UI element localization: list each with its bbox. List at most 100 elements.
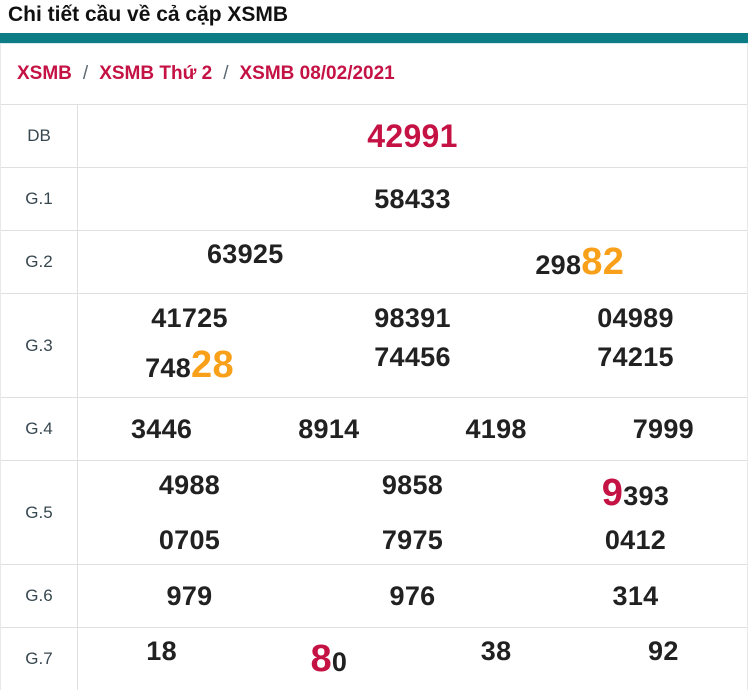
accent-bar (0, 33, 748, 45)
number-segment: 38 (480, 635, 512, 666)
prize-numbers: 42991 (78, 105, 747, 167)
number-segment: 9 (601, 471, 624, 514)
number-segment: 92 (648, 635, 679, 666)
prize-label: G.5 (1, 461, 78, 565)
prize-label: G.2 (1, 231, 78, 294)
prize-line: 42991 (78, 113, 747, 159)
lottery-number: 979 (78, 577, 301, 616)
lottery-number: 92 (580, 632, 747, 687)
number-segment: 58433 (374, 183, 451, 214)
prize-line: 4988 9858 9393 (78, 466, 747, 521)
lottery-number: 9858 (301, 466, 524, 521)
number-segment: 28 (191, 343, 234, 386)
number-segment: 41725 (151, 302, 228, 333)
number-segment: 74215 (597, 341, 674, 372)
prize-numbers: 3446 8914 4198 7999 (78, 398, 747, 460)
number-segment: 0 (331, 646, 348, 677)
lottery-number: 9393 (524, 466, 747, 521)
lottery-number: 976 (301, 577, 524, 616)
lottery-number: 0705 (78, 521, 301, 560)
prize-label: G.3 (1, 294, 78, 398)
lottery-number: 4988 (78, 466, 301, 521)
lottery-number: 04989 (524, 299, 747, 338)
number-segment: 314 (612, 580, 659, 611)
breadcrumb: XSMB / XSMB Thứ 2 / XSMB 08/02/2021 (1, 44, 747, 106)
number-segment: 7999 (632, 413, 694, 444)
lottery-number: 74215 (524, 338, 747, 393)
prize-numbers: 58433 (78, 168, 747, 230)
prize-numbers: 18 80 38 92 (78, 628, 747, 690)
prize-label: G.7 (1, 628, 78, 690)
number-segment: 979 (166, 580, 213, 611)
number-segment: 8914 (298, 413, 360, 444)
number-segment: 98391 (374, 302, 451, 333)
number-segment: 04989 (597, 302, 674, 333)
prize-row: G.2 63925 29882 (1, 231, 747, 295)
lottery-number: 98391 (301, 299, 524, 338)
lottery-number: 7975 (301, 521, 524, 560)
prize-line: 41725 98391 04989 (78, 299, 747, 338)
prize-label: G.1 (1, 168, 78, 231)
lottery-number: 74828 (78, 338, 301, 393)
prize-line: 3446 8914 4198 7999 (78, 410, 747, 449)
prize-numbers: 41725 98391 04989 74828 74456 74215 (78, 294, 747, 397)
number-segment: 393 (623, 480, 670, 511)
lottery-number: 314 (524, 577, 747, 616)
lottery-number: 58433 (78, 180, 747, 219)
page-title: Chi tiết cầu về cả cặp XSMB (8, 3, 289, 26)
prize-row: G.5 4988 9858 9393 0705 7975 0412 (1, 461, 747, 566)
number-segment: 976 (389, 580, 436, 611)
prize-row: G.4 3446 8914 4198 7999 (1, 398, 747, 462)
prize-row: G.6 979 976 314 (1, 565, 747, 629)
number-segment: 748 (145, 352, 192, 383)
prize-label: DB (1, 105, 78, 168)
number-segment: 4198 (465, 413, 527, 444)
breadcrumb-link[interactable]: XSMB Thứ 2 (99, 63, 213, 85)
lottery-number: 29882 (413, 235, 748, 290)
prize-label: G.4 (1, 398, 78, 461)
prize-numbers: 979 976 314 (78, 565, 747, 627)
number-segment: 0412 (604, 524, 667, 555)
prize-row: G.1 58433 (1, 168, 747, 232)
lottery-number: 74456 (301, 338, 524, 393)
lottery-number: 18 (78, 632, 245, 687)
lottery-number: 38 (413, 632, 580, 687)
prize-line: 63925 29882 (78, 235, 747, 290)
number-segment: 4988 (158, 469, 221, 500)
breadcrumb-link[interactable]: XSMB 08/02/2021 (239, 63, 395, 85)
prize-line: 979 976 314 (78, 577, 747, 616)
number-segment: 18 (146, 635, 177, 666)
number-segment: 82 (581, 240, 625, 283)
prize-line: 0705 7975 0412 (78, 521, 747, 560)
lottery-number: 80 (245, 632, 412, 687)
number-segment: 9858 (381, 469, 444, 500)
breadcrumb-link[interactable]: XSMB (17, 63, 72, 85)
prize-row: G.7 18 80 38 92 (1, 628, 747, 690)
lottery-number: 0412 (524, 521, 747, 560)
lottery-number: 8914 (245, 410, 412, 449)
number-segment: 63925 (206, 238, 284, 269)
number-segment: 298 (535, 249, 582, 280)
lottery-number: 63925 (78, 235, 413, 290)
prize-numbers: 63925 29882 (78, 231, 747, 293)
number-segment: 74456 (374, 341, 451, 372)
prize-table: DB 42991 G.1 58433 G.2 63925 29882 G.3 41725 9839… (1, 105, 747, 690)
breadcrumb-separator: / (82, 63, 89, 85)
number-segment: 42991 (367, 117, 458, 154)
number-segment: 0705 (158, 524, 221, 555)
lottery-number: 7999 (580, 410, 747, 449)
lottery-number: 42991 (78, 113, 747, 159)
lottery-number: 4198 (413, 410, 580, 449)
prize-row: G.3 41725 98391 04989 74828 74456 74215 (1, 294, 747, 399)
results-panel: XSMB / XSMB Thứ 2 / XSMB 08/02/2021 DB 42991 G… (0, 44, 748, 690)
number-segment: 3446 (130, 413, 193, 444)
prize-label: G.6 (1, 565, 78, 628)
prize-row: DB 42991 (1, 105, 747, 169)
lottery-number: 3446 (78, 410, 245, 449)
number-segment: 8 (310, 637, 332, 680)
number-segment: 7975 (381, 524, 444, 555)
prize-line: 18 80 38 92 (78, 632, 747, 687)
prize-line: 58433 (78, 180, 747, 219)
lottery-number: 41725 (78, 299, 301, 338)
